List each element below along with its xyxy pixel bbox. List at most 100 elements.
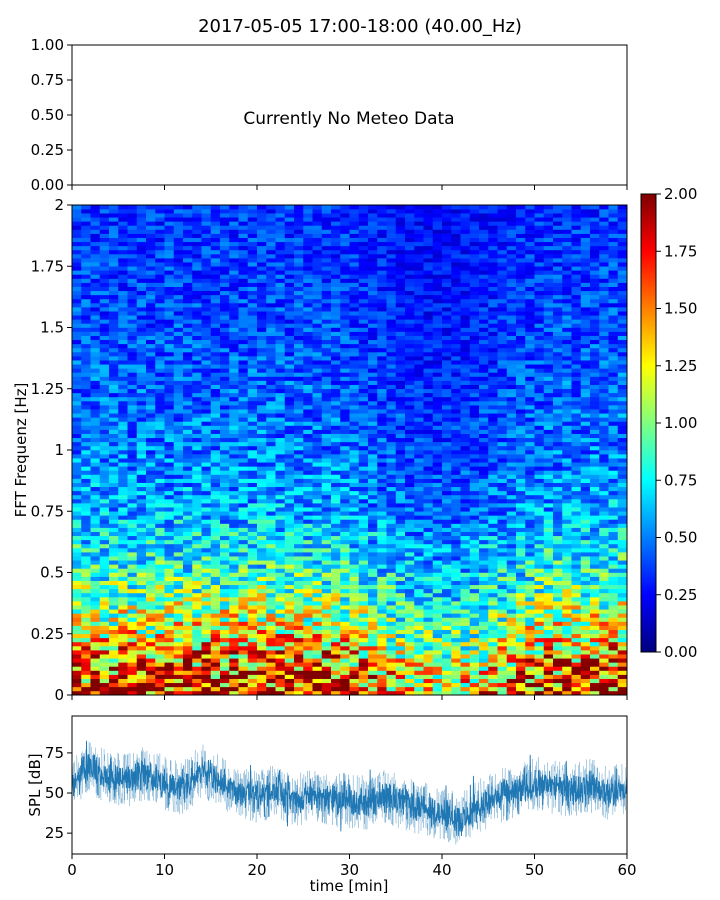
spectrogram-cell — [109, 490, 119, 496]
spectrogram-cell — [81, 303, 91, 308]
spectrogram-cell — [220, 527, 230, 532]
spectrogram-cell — [229, 286, 239, 292]
spectrogram-cell — [183, 303, 193, 308]
spectrogram-cell — [358, 339, 369, 345]
spectrogram-cell — [423, 519, 434, 524]
spectrogram-cell — [321, 331, 332, 336]
spectrogram-cell — [146, 629, 156, 635]
spectrogram-cell — [146, 339, 156, 345]
spectrogram-cell — [275, 601, 286, 606]
spectrogram-cell — [275, 290, 286, 296]
spectrogram-cell — [312, 282, 323, 287]
spectrogram-cell — [358, 515, 369, 520]
spectrogram-cell — [201, 564, 212, 569]
spectrogram-cell — [405, 503, 415, 508]
spectrogram-cell — [321, 478, 332, 483]
spectrogram-cell — [266, 262, 276, 267]
spectrogram-cell — [192, 270, 202, 275]
spectrogram-cell — [201, 209, 212, 214]
spectrogram-cell — [127, 690, 138, 696]
spectrogram-cell — [284, 384, 295, 390]
spectrogram-cell — [451, 499, 461, 504]
spectrogram-cell — [238, 331, 249, 336]
spectrogram-cell — [331, 613, 341, 618]
spectrogram-cell — [99, 380, 110, 385]
spectrogram-cell — [183, 401, 193, 406]
spectrogram-cell — [331, 298, 341, 304]
spectrogram-cell — [340, 662, 350, 667]
spectrogram-cell — [303, 319, 313, 324]
spectrogram-cell — [192, 605, 202, 610]
spectrogram-cell — [405, 339, 415, 345]
spectrogram-cell — [99, 221, 110, 226]
spectrogram-cell — [377, 605, 387, 610]
spectrogram-cell — [146, 421, 156, 426]
spectrogram-cell — [173, 482, 184, 488]
spectrogram-cell — [331, 511, 341, 516]
spectrogram-cell — [275, 523, 286, 528]
spectrogram-cell — [266, 307, 276, 312]
spectrogram-cell — [266, 249, 276, 255]
spectrogram-cell — [275, 519, 286, 524]
spectrogram-cell — [173, 466, 184, 471]
spectrogram-cell — [257, 617, 267, 622]
spectrogram-cell — [405, 609, 415, 614]
spectrogram-cell — [395, 527, 406, 532]
spectrogram-cell — [173, 690, 184, 696]
spectrogram-cell — [201, 580, 212, 586]
spectrogram-cell — [72, 490, 82, 496]
spectrogram-cell — [183, 503, 193, 508]
spectrogram-cell — [284, 392, 295, 398]
spectrogram-cell — [201, 560, 212, 565]
spectrogram-cell — [368, 686, 378, 692]
spectrogram-cell — [312, 523, 323, 528]
spectrogram-cell — [146, 392, 156, 398]
spectrogram-cell — [136, 633, 147, 639]
spectrogram-cell — [432, 658, 443, 663]
spectrogram-cell — [136, 580, 147, 586]
spectrogram-cell — [229, 225, 239, 230]
spectrogram-cell — [127, 674, 138, 679]
spectrogram-cell — [442, 360, 452, 365]
spectrogram-cell — [349, 584, 360, 590]
spectrogram-cell — [155, 539, 165, 545]
spectrogram-cell — [386, 409, 397, 414]
spectrogram-cell — [183, 531, 193, 537]
spectrogram-cell — [146, 294, 156, 300]
spectrogram-cell — [312, 568, 323, 573]
spectrogram-cell — [127, 682, 138, 688]
spectrogram-cell — [386, 503, 397, 508]
spectrogram-cell — [210, 511, 221, 516]
spectrogram-cell — [275, 425, 286, 430]
spectrogram-cell — [275, 213, 286, 218]
spectrogram-cell — [90, 515, 101, 520]
spectrogram-cell — [201, 605, 212, 610]
spectrogram-cell — [127, 258, 138, 263]
spectrogram-cell — [275, 445, 286, 451]
spectrogram-cell — [358, 433, 369, 439]
spectrogram-cell — [442, 364, 452, 369]
spectrogram-cell — [238, 450, 249, 455]
spectrogram-cell — [99, 511, 110, 516]
spectrogram-cell — [146, 388, 156, 394]
spectrogram-cell — [312, 556, 323, 561]
spectrogram-cell — [321, 376, 332, 381]
spectrogram-cell — [275, 286, 286, 292]
spectrogram-cell — [368, 462, 378, 467]
spectrogram-cell — [368, 662, 378, 667]
spectrogram-cell — [432, 303, 443, 308]
spectrogram-cell — [173, 617, 184, 622]
spectrogram-cell — [109, 584, 119, 590]
spectrogram-cell — [275, 499, 286, 504]
spectrogram-cell — [183, 682, 193, 688]
spectrogram-cell — [72, 592, 82, 598]
spectrogram-cell — [377, 282, 387, 287]
spectrogram-cell — [136, 609, 147, 614]
spectrogram-cell — [414, 552, 424, 557]
spectrogram-cell — [257, 303, 267, 308]
spectrogram-cell — [294, 437, 304, 443]
spectrogram-cell — [210, 519, 221, 524]
spectrogram-cell — [238, 290, 249, 296]
spectrogram-cell — [266, 560, 276, 565]
spectrogram-cell — [331, 507, 341, 512]
